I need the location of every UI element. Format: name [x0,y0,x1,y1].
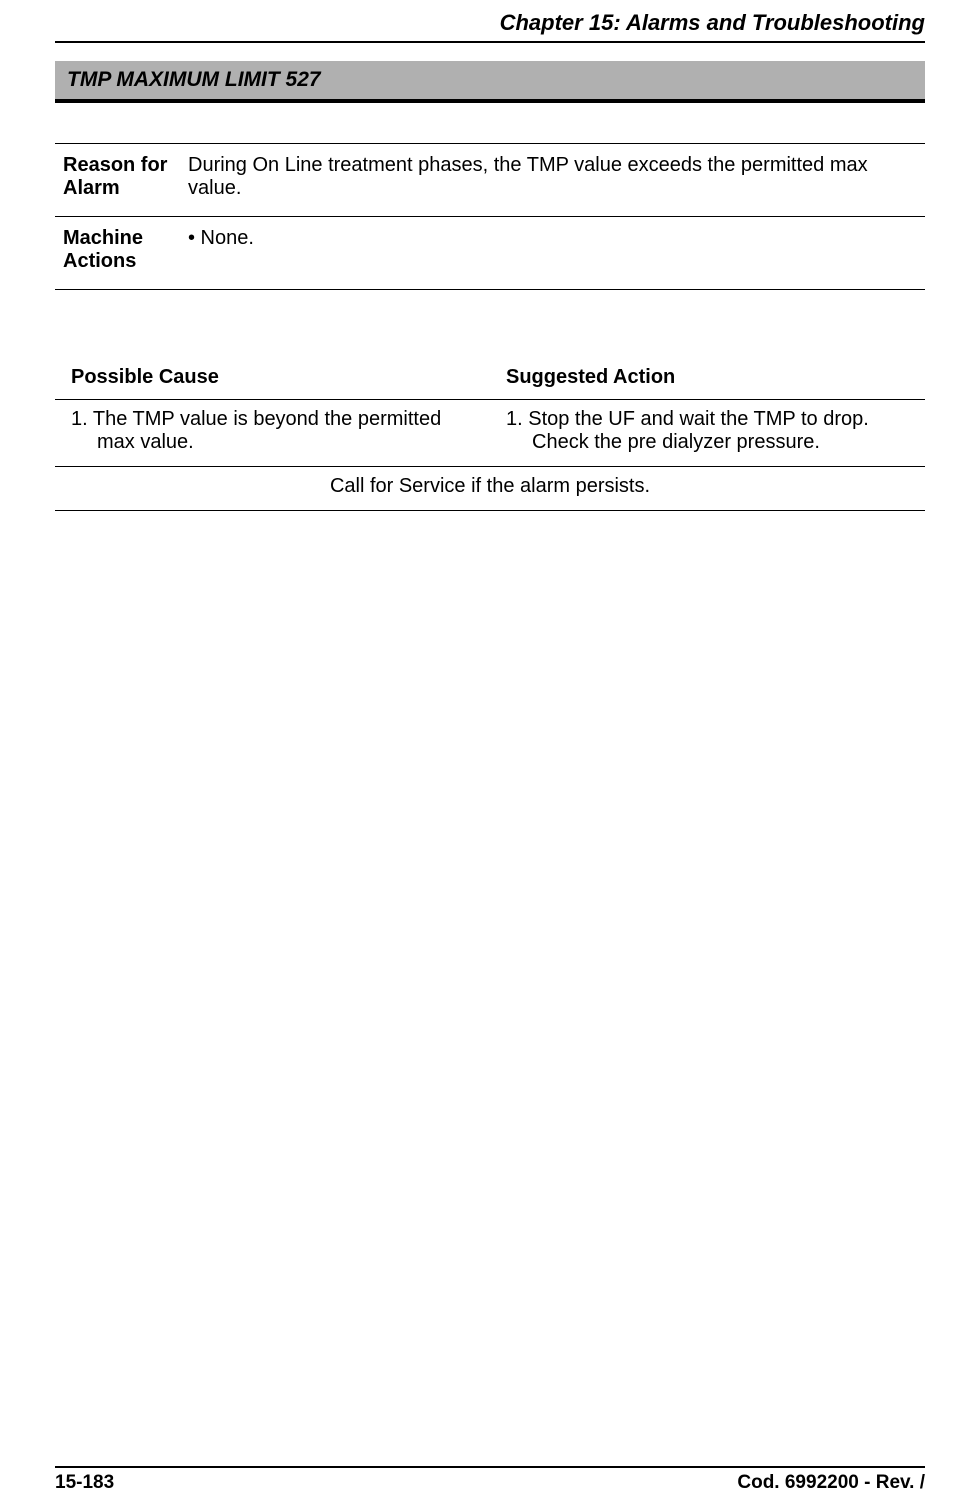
alarm-info-table: Reason for Alarm During On Line treatmen… [55,143,925,290]
alarm-title: TMP MAXIMUM LIMIT 527 [67,68,321,91]
cause-header: Possible Cause [55,360,490,400]
service-note-row: Call for Service if the alarm persists. [55,467,925,511]
actions-label: Machine Actions [55,217,180,290]
reason-text: During On Line treatment phases, the TMP… [180,144,925,217]
table-header-row: Possible Cause Suggested Action [55,360,925,400]
reason-row: Reason for Alarm During On Line treatmen… [55,144,925,217]
table-row: 1. The TMP value is beyond the permitted… [55,400,925,467]
action-header: Suggested Action [490,360,925,400]
alarm-title-bar: TMP MAXIMUM LIMIT 527 [55,61,925,103]
page-footer: 15-183 Cod. 6992200 - Rev. / [55,1466,925,1494]
cause-cell: 1. The TMP value is beyond the permitted… [55,400,490,467]
actions-row: Machine Actions • None. [55,217,925,290]
cause-text: 1. The TMP value is beyond the permitted… [63,408,482,454]
page-header: Chapter 15: Alarms and Troubleshooting [55,10,925,43]
page-number: 15-183 [55,1472,114,1494]
chapter-title: Chapter 15: Alarms and Troubleshooting [500,10,925,35]
action-text: 1. Stop the UF and wait the TMP to drop.… [498,408,917,454]
page-container: Chapter 15: Alarms and Troubleshooting T… [0,0,980,1504]
cause-action-table: Possible Cause Suggested Action 1. The T… [55,360,925,511]
reason-label: Reason for Alarm [55,144,180,217]
actions-text: • None. [180,217,925,290]
doc-code: Cod. 6992200 - Rev. / [737,1472,925,1494]
service-note: Call for Service if the alarm persists. [55,467,925,511]
action-cell: 1. Stop the UF and wait the TMP to drop.… [490,400,925,467]
